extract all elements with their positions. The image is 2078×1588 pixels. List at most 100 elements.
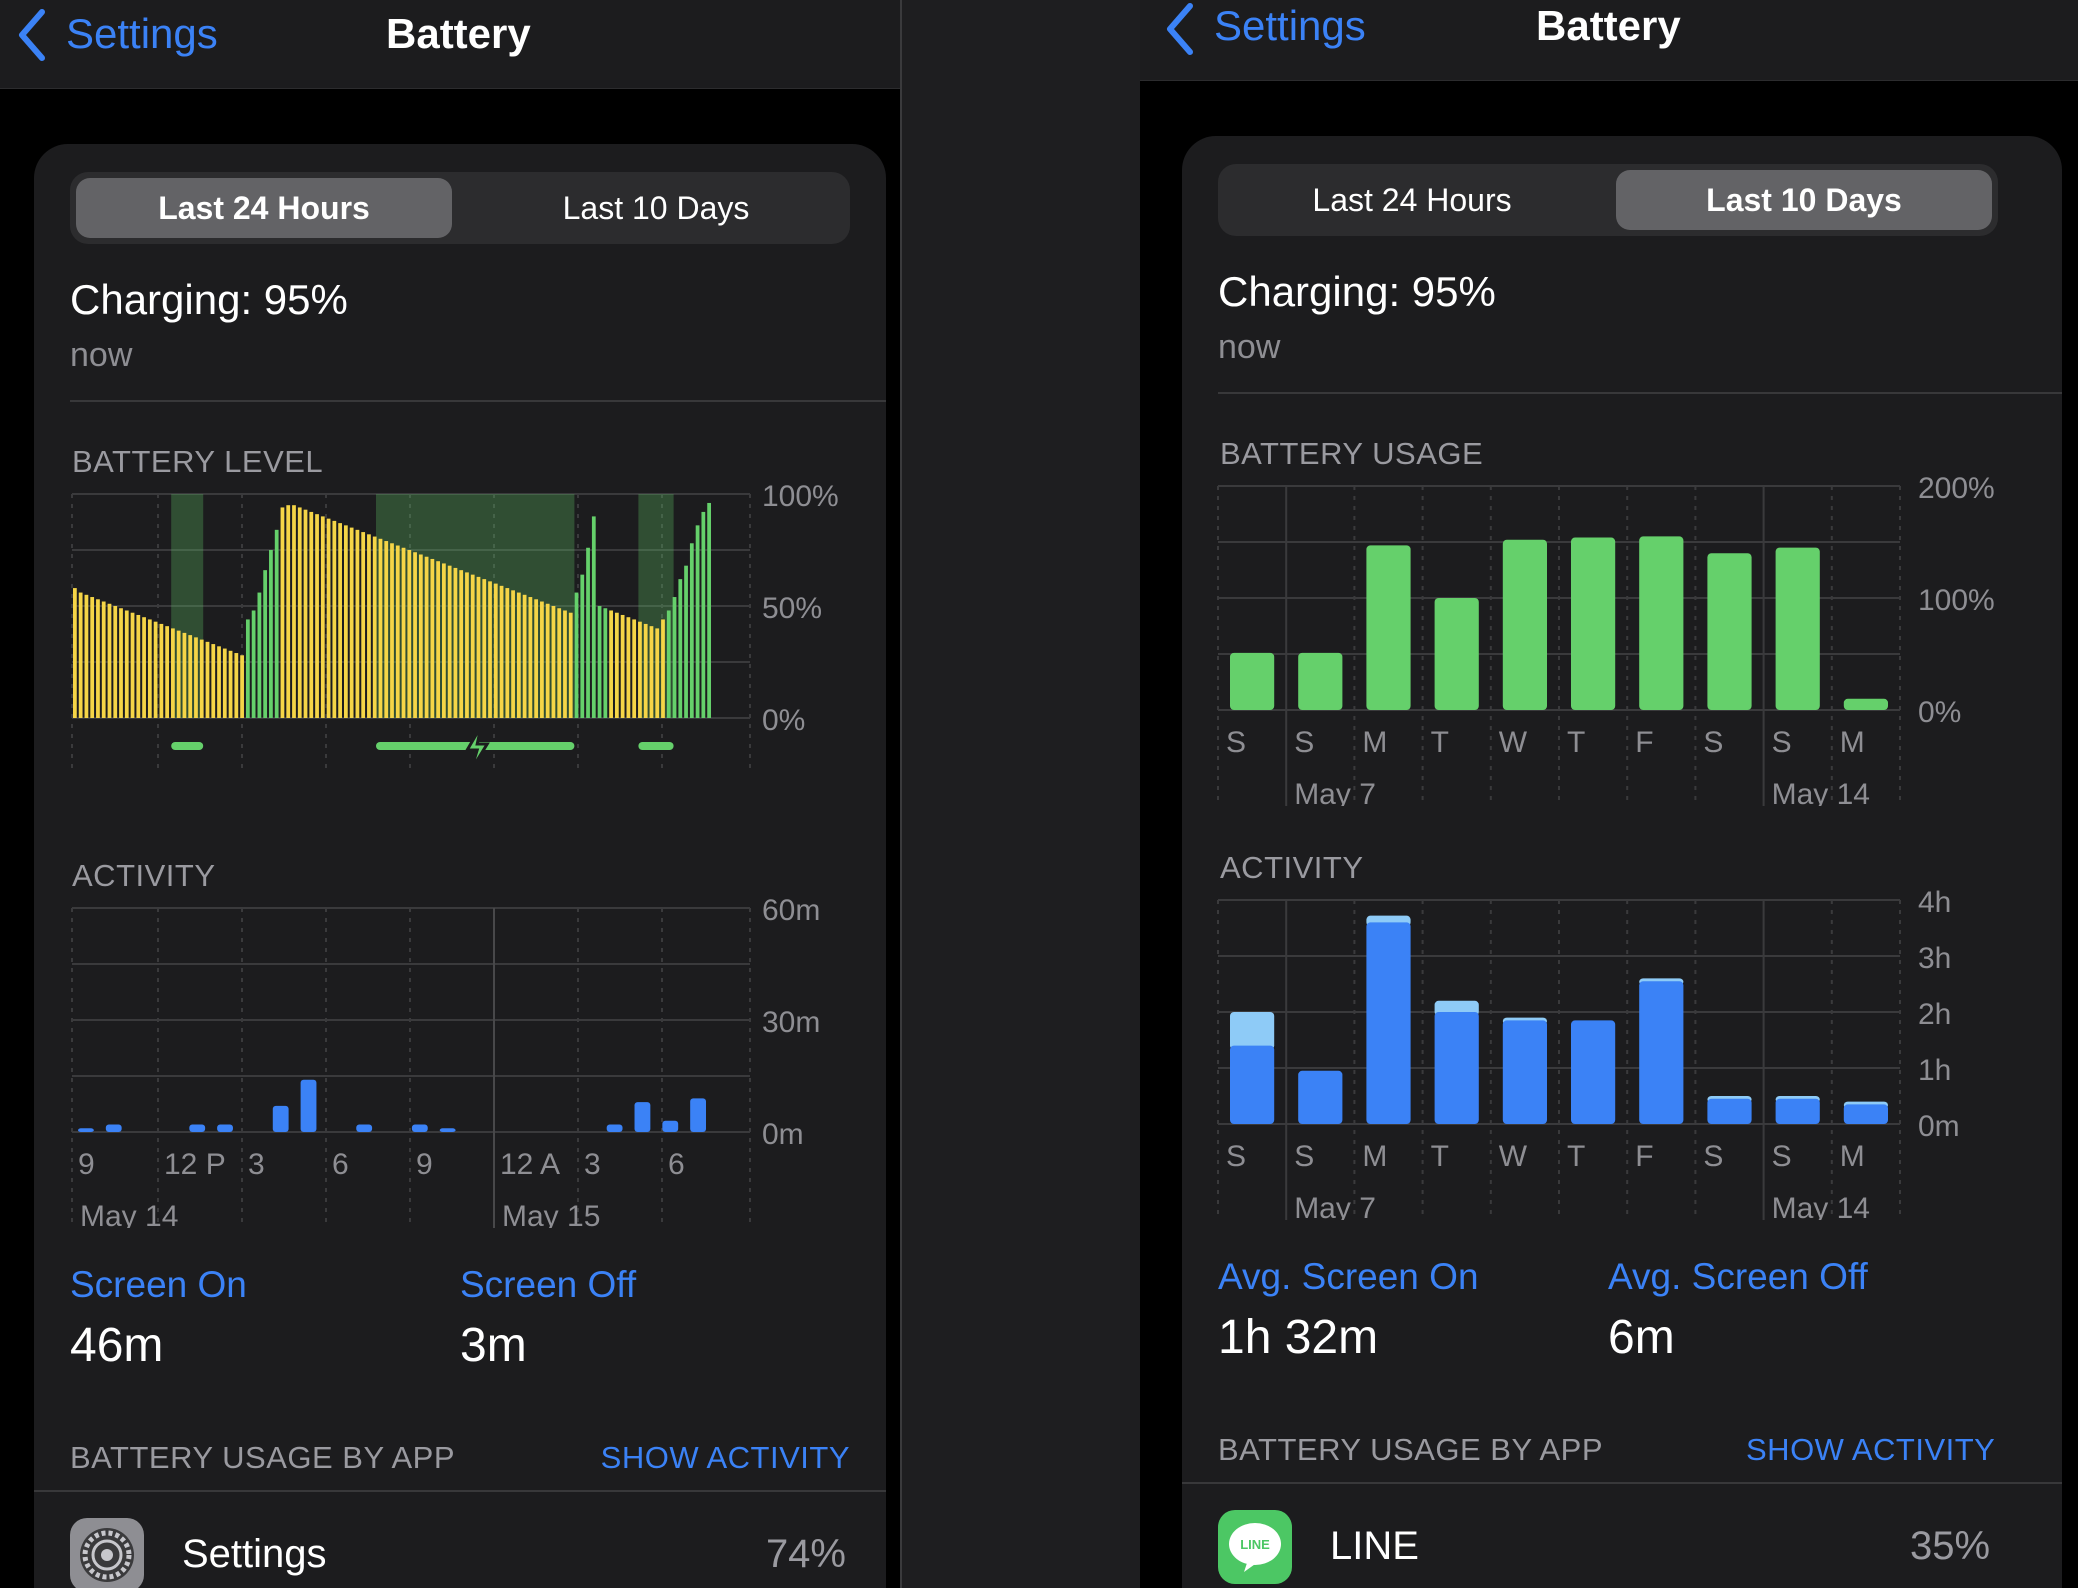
app-row[interactable]: Settings 74% [34, 1500, 886, 1588]
battery-level-bar [528, 597, 533, 718]
x-tick-label: 3 [248, 1148, 265, 1181]
battery-level-bar [684, 565, 688, 718]
x-tick-label: S [1226, 1140, 1246, 1173]
battery-usage-bar [1843, 698, 1888, 710]
screen-on-bar [1843, 1104, 1888, 1124]
battery-level-bar [113, 606, 118, 718]
battery-level-bar [499, 585, 504, 718]
divider [1182, 1482, 2062, 1484]
charging-bolt-icon [464, 725, 490, 771]
date-label: May 14 [80, 1200, 178, 1228]
tab-last-24-hours[interactable]: Last 24 Hours [76, 178, 452, 238]
back-button[interactable]: Settings [66, 10, 218, 57]
x-tick-label: 12 P [164, 1148, 226, 1181]
battery-level-bar [171, 628, 175, 718]
battery-level-bar [586, 547, 590, 718]
app-row[interactable]: LINE LINE 35% [1182, 1492, 2062, 1588]
battery-level-header: BATTERY LEVEL [72, 444, 324, 479]
avg-screen-off-value: 6m [1608, 1311, 1675, 1364]
battery-level-bar [320, 516, 325, 718]
status-time: now [1218, 328, 1281, 366]
y-tick-label: 200% [1918, 472, 1995, 505]
activity-bar [300, 1079, 317, 1132]
tab-last-10-days[interactable]: Last 10 Days [562, 189, 750, 226]
x-tick-label: T [1431, 726, 1449, 759]
chevron-left-icon[interactable] [14, 8, 48, 62]
tab-last-24-hours[interactable]: Last 24 Hours [1312, 181, 1512, 218]
screen-on-bar [1298, 1070, 1343, 1124]
y-tick-label: 0% [762, 704, 805, 737]
apps-header: BATTERY USAGE BY APP [1218, 1432, 1604, 1467]
screen-on-bar [1230, 1045, 1275, 1124]
battery-level-bar [78, 592, 83, 718]
x-tick-label: M [1840, 726, 1865, 759]
battery-level-bar [424, 556, 429, 718]
screen-off-value: 3m [460, 1319, 527, 1372]
app-percent: 74% [765, 1532, 846, 1576]
battery-level-bar [240, 655, 244, 718]
x-tick-label: 9 [416, 1148, 433, 1181]
activity-bar [105, 1124, 122, 1132]
tab-last-10-days[interactable]: Last 10 Days [1616, 170, 1992, 230]
avg-screen-on-value: 1h 32m [1218, 1311, 1379, 1364]
screen-on-bar [1502, 1020, 1547, 1124]
settings-gear-icon [70, 1518, 144, 1588]
screen-on-bar [1366, 922, 1411, 1124]
battery-level-bar [568, 612, 573, 718]
battery-level-bar [534, 599, 539, 718]
show-activity-button[interactable]: SHOW ACTIVITY [1746, 1432, 1996, 1467]
battery-level-bar [211, 644, 216, 718]
date-label: May 7 [1294, 1192, 1376, 1220]
x-tick-label: 6 [332, 1148, 349, 1181]
battery-level-bar [147, 619, 152, 718]
battery-usage-bar [1775, 547, 1820, 710]
x-tick-label: S [1226, 726, 1246, 759]
battery-level-bar [453, 567, 458, 718]
screen-on-bar [1434, 1012, 1479, 1124]
y-tick-label: 100% [762, 480, 839, 513]
y-tick-label: 0m [762, 1118, 804, 1151]
battery-usage-bar [1707, 553, 1752, 710]
battery-level-bar [142, 617, 146, 718]
battery-level-bar [355, 529, 360, 718]
x-tick-label: F [1635, 726, 1653, 759]
activity-chart: 4h 3h 2h 1h 0m S S M T W T F S S M May 7 May 14 [1217, 886, 1960, 1220]
charging-status: Charging: 95% [70, 276, 348, 323]
y-tick-label: 3h [1918, 942, 1951, 975]
battery-level-bar [707, 502, 711, 718]
back-button[interactable]: Settings [1214, 2, 1366, 49]
battery-level-bar [199, 639, 204, 718]
battery-level-bar [672, 597, 677, 718]
x-tick-label: S [1772, 1140, 1792, 1173]
battery-level-bar [274, 529, 279, 718]
battery-level-bar [280, 507, 285, 718]
activity-bar [439, 1128, 456, 1132]
activity-bar [606, 1124, 623, 1132]
battery-level-bar [315, 514, 319, 718]
battery-level-bar [442, 563, 446, 718]
y-tick-label: 60m [762, 894, 820, 927]
battery-usage-chart: 200% 100% 0% S S M T W T F S S M May 7 May 14 [1217, 472, 1995, 806]
show-activity-button[interactable]: SHOW ACTIVITY [600, 1440, 850, 1475]
x-tick-label: S [1703, 1140, 1723, 1173]
battery-level-bar [701, 511, 706, 718]
battery-level-bar [84, 594, 89, 718]
battery-level-bar [130, 612, 135, 718]
battery-level-bar [90, 597, 95, 718]
battery-level-bar [661, 619, 665, 718]
battery-usage-header: BATTERY USAGE [1220, 436, 1484, 471]
screen-on-bar [1639, 981, 1684, 1124]
battery-level-bar [136, 614, 141, 718]
battery-level-bar [609, 610, 613, 718]
charging-status: Charging: 95% [1218, 268, 1496, 315]
screen-on-bar [1775, 1098, 1820, 1124]
nav-bar: Settings Battery [1140, 0, 2078, 81]
chevron-left-icon[interactable] [1162, 2, 1196, 56]
screen-on-value: 46m [70, 1319, 164, 1372]
battery-level-bar [222, 648, 227, 718]
left-battery-screen: Settings Battery Last 24 Hours Last 10 D… [0, 0, 900, 1588]
battery-level-bar [286, 505, 291, 718]
activity-bar [189, 1124, 206, 1132]
x-tick-label: W [1499, 1140, 1528, 1173]
battery-level-bar [626, 617, 631, 718]
